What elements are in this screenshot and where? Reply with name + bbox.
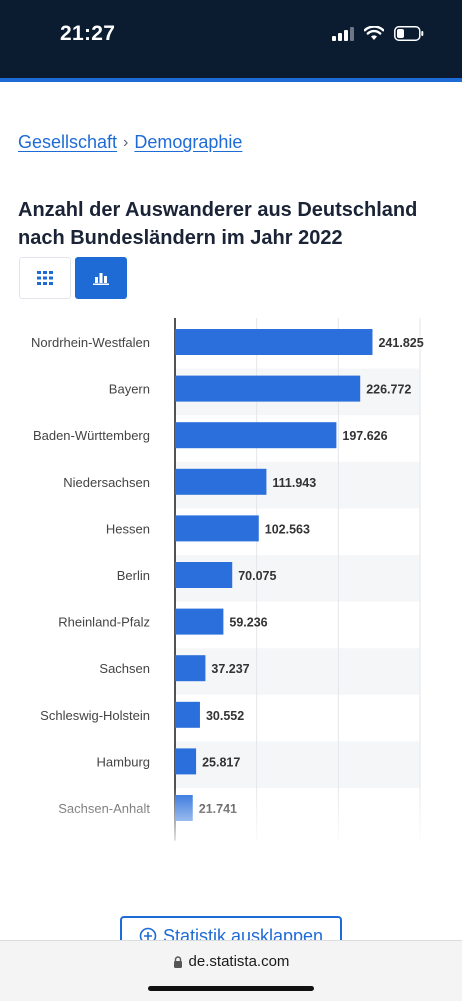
category-label: Hessen	[106, 521, 150, 536]
lock-icon	[173, 955, 182, 968]
address-bar[interactable]: de.statista.com	[0, 953, 462, 970]
bar	[175, 375, 361, 402]
row-band	[175, 741, 420, 788]
battery-icon	[394, 26, 424, 41]
category-label: Sachsen	[99, 661, 150, 676]
data-label: 241.825	[378, 336, 423, 350]
data-label: 226.772	[366, 383, 411, 397]
category-label: Hamburg	[97, 754, 150, 769]
bar-chart-icon	[93, 273, 109, 285]
breadcrumb-link-gesellschaft[interactable]: Gesellschaft	[18, 132, 118, 152]
status-icons	[332, 26, 424, 41]
category-label: Nordrhein-Westfalen	[31, 335, 150, 350]
page-title: Anzahl der Auswanderer aus Deutschland n…	[18, 199, 418, 250]
table-view-button[interactable]	[19, 257, 71, 299]
category-label: Schleswig-Holstein	[40, 708, 150, 723]
header-accent-line	[0, 78, 462, 82]
data-label: 70.075	[238, 569, 276, 583]
bar	[175, 701, 200, 728]
data-label: 25.817	[202, 755, 240, 769]
bar	[175, 515, 259, 542]
data-label: 111.943	[272, 476, 316, 490]
chart-fade-overlay	[0, 788, 462, 848]
table-icon	[37, 271, 53, 285]
bar-chart: Nordrhein-Westfalen 241.825 Bayern 226.772 B…	[31, 318, 424, 841]
bar	[175, 608, 224, 635]
breadcrumb: Gesellschaft › Demographie	[18, 132, 242, 153]
status-bar: 21:27	[0, 0, 462, 78]
data-label: 37.237	[211, 662, 249, 676]
breadcrumb-separator: ›	[123, 133, 129, 151]
status-time: 21:27	[60, 22, 116, 45]
bar	[175, 422, 337, 449]
wifi-icon	[364, 26, 384, 40]
signal-icon	[332, 26, 354, 41]
data-label: 102.563	[265, 522, 310, 536]
bar	[175, 562, 233, 588]
data-label: 59.236	[229, 616, 267, 630]
bar-chart-view-button[interactable]	[75, 257, 127, 299]
row-band	[175, 648, 420, 695]
home-indicator	[148, 986, 314, 991]
bar	[175, 748, 197, 775]
breadcrumb-link-demographie[interactable]: Demographie	[134, 132, 243, 152]
bar	[175, 655, 206, 682]
bar	[175, 329, 373, 355]
data-label: 197.626	[342, 429, 387, 443]
chart-area: Nordrhein-Westfalen 241.825 Bayern 226.772 B…	[0, 318, 462, 848]
category-label: Baden-Württemberg	[33, 428, 150, 443]
url-text: de.statista.com	[188, 953, 290, 970]
bar	[175, 468, 267, 495]
category-label: Rheinland-Pfalz	[58, 615, 150, 630]
category-label: Berlin	[117, 568, 150, 583]
browser-bottom-bar: de.statista.com	[0, 940, 462, 1001]
category-label: Niedersachsen	[63, 475, 150, 490]
view-toggle	[19, 257, 127, 299]
category-label: Bayern	[109, 382, 150, 397]
data-label: 30.552	[206, 709, 244, 723]
